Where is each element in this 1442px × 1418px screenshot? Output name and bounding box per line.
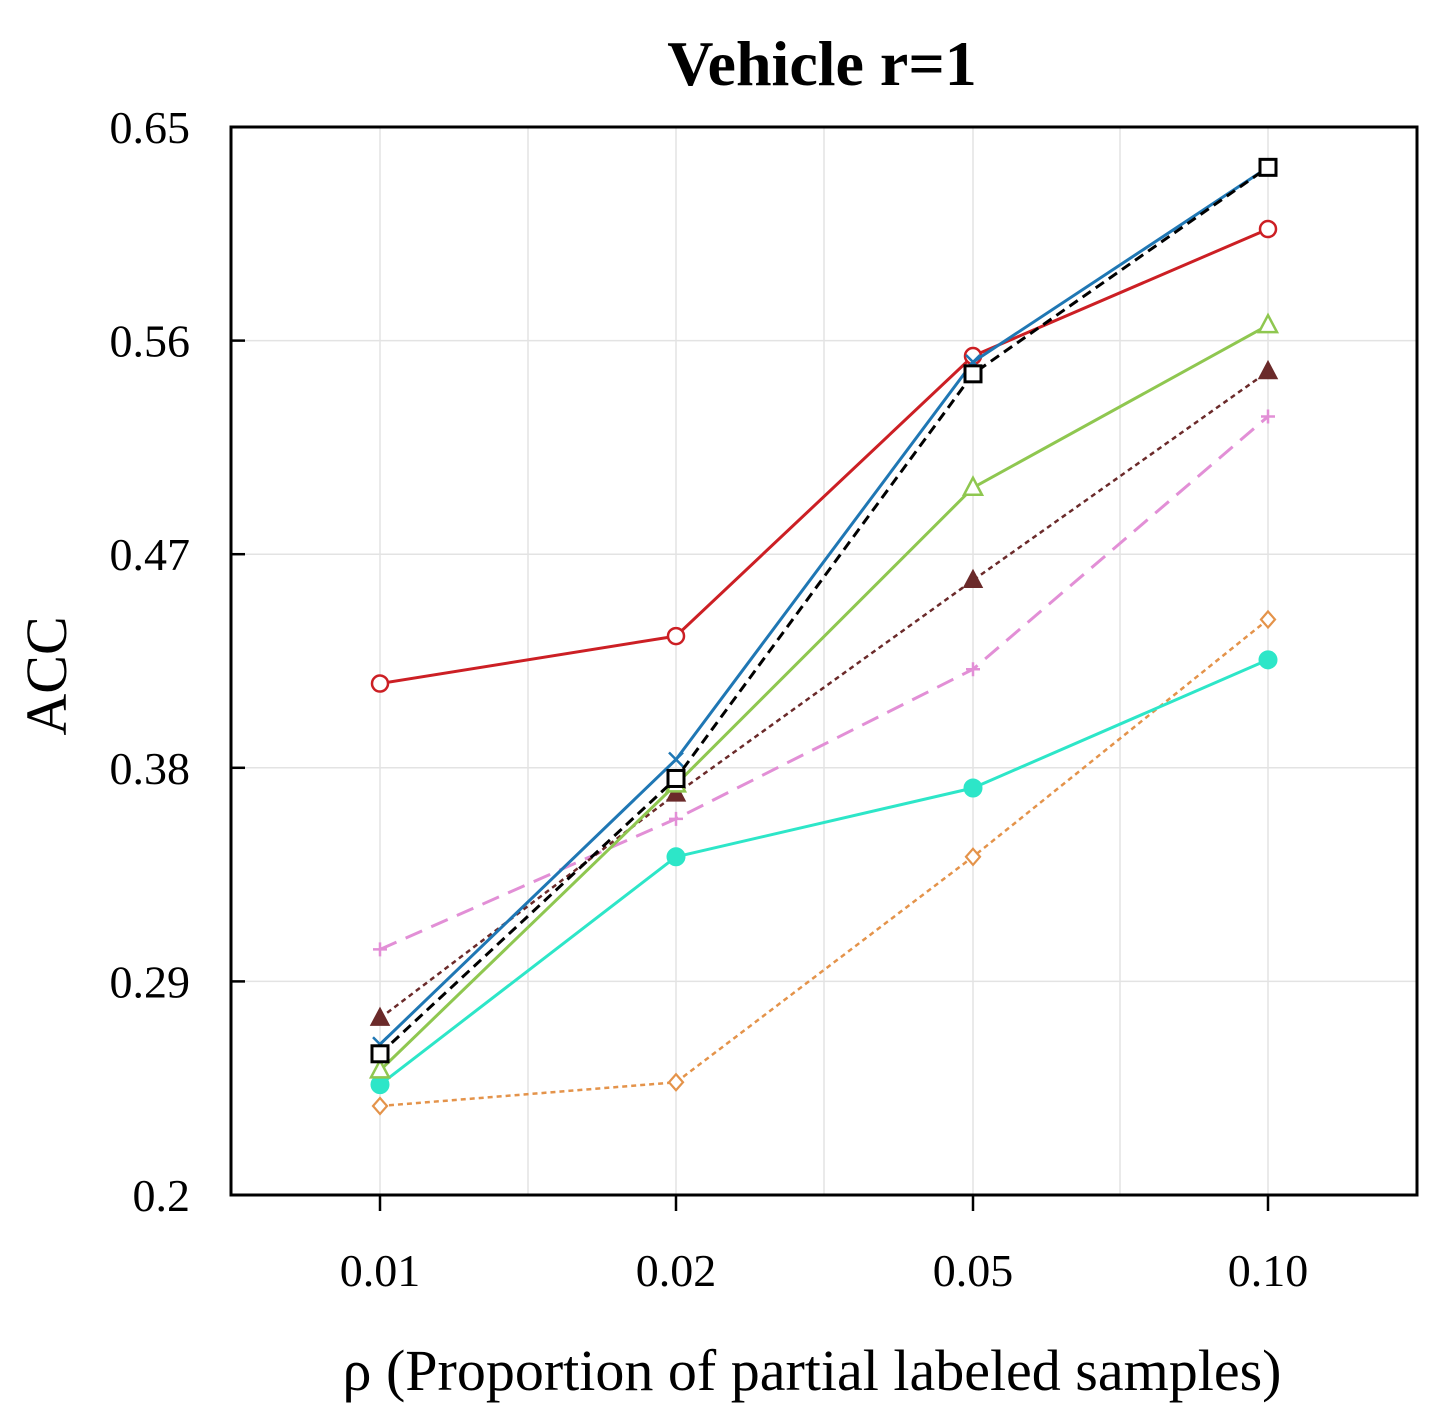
x-tick-label: 0.01 — [340, 1245, 421, 1296]
data-point — [1258, 219, 1278, 239]
x-tick-label: 0.05 — [933, 1245, 1014, 1296]
data-point — [964, 847, 982, 867]
y-tick-label: 0.2 — [133, 1170, 191, 1221]
data-point — [371, 1096, 389, 1116]
data-point — [963, 778, 983, 798]
data-point — [669, 811, 683, 826]
series-cyan-dot — [370, 650, 1278, 1095]
series-line — [379, 658, 1269, 1086]
data-point — [370, 674, 390, 693]
data-point — [666, 626, 686, 646]
data-point — [1259, 609, 1277, 630]
chart-title: Vehicle r=1 — [667, 28, 977, 99]
series-pink-plus — [373, 409, 1275, 957]
data-point — [666, 768, 686, 788]
data-point — [1258, 157, 1278, 177]
data-point — [963, 364, 983, 384]
y-tick-label: 0.29 — [110, 956, 191, 1007]
series-red-circle — [370, 219, 1278, 693]
data-point — [966, 662, 980, 677]
series-line — [378, 323, 1269, 1072]
x-axis-label: ρ (Proportion of partial labeled samples… — [343, 1338, 1282, 1403]
data-point — [666, 847, 686, 867]
series-line — [379, 618, 1269, 1108]
y-tick-label: 0.65 — [110, 102, 191, 153]
y-tick-label: 0.38 — [110, 743, 191, 794]
y-axis-label: ACC — [14, 616, 79, 735]
data-point — [668, 751, 684, 768]
x-axis: 0.01 0.02 0.05 0.10 — [340, 1195, 1309, 1296]
x-tick-label: 0.10 — [1228, 1245, 1309, 1296]
data-point — [667, 1072, 685, 1092]
y-axis: 0.2 0.29 0.38 0.47 0.56 0.65 — [110, 102, 245, 1221]
series-line — [379, 415, 1269, 951]
series-line — [379, 227, 1269, 685]
data-point — [1257, 359, 1279, 380]
data-point — [370, 1044, 390, 1064]
data-point — [1258, 650, 1278, 670]
y-tick-label: 0.56 — [110, 316, 191, 367]
data-point — [368, 1057, 392, 1079]
data-point — [962, 568, 984, 589]
x-tick-label: 0.02 — [636, 1245, 717, 1296]
data-point — [373, 942, 387, 957]
series-layer — [368, 157, 1280, 1116]
data-point — [1256, 312, 1280, 334]
data-point — [369, 1006, 391, 1026]
series-line — [378, 166, 1269, 1046]
series-orange-diamond — [371, 609, 1277, 1116]
plot-frame — [229, 125, 1419, 1197]
series-black-square — [370, 157, 1278, 1064]
y-tick-label: 0.47 — [110, 529, 191, 580]
data-point — [961, 475, 985, 496]
data-point — [1261, 409, 1275, 424]
